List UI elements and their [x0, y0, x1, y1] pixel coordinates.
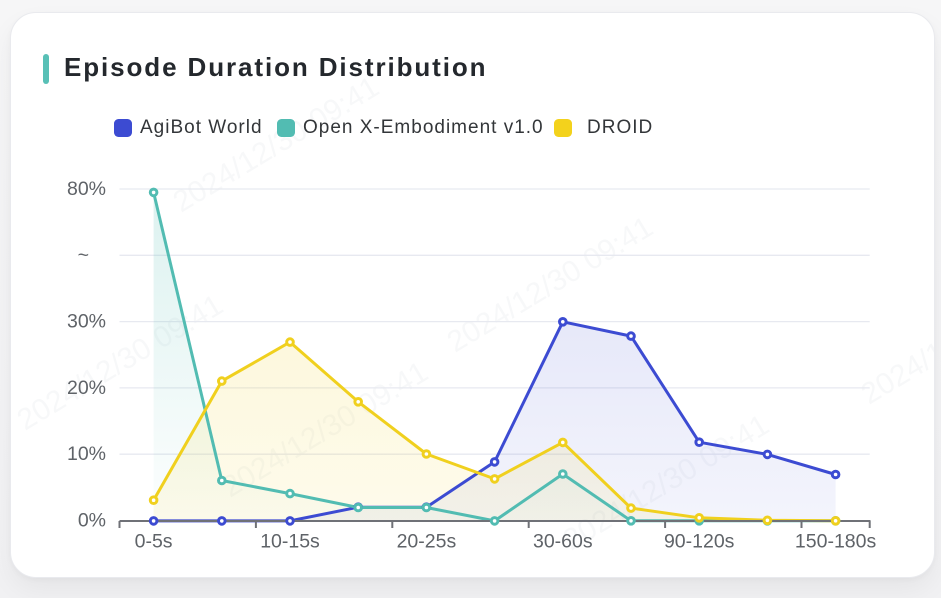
svg-text:~: ~ [78, 244, 89, 266]
svg-text:20-25s: 20-25s [397, 530, 457, 552]
svg-text:10-15s: 10-15s [260, 530, 320, 552]
svg-text:20%: 20% [67, 377, 106, 399]
svg-text:80%: 80% [67, 178, 106, 200]
svg-text:30%: 30% [67, 311, 106, 333]
svg-text:90-120s: 90-120s [664, 530, 735, 552]
svg-text:150-180s: 150-180s [795, 530, 877, 552]
svg-text:0%: 0% [78, 510, 106, 532]
svg-text:10%: 10% [67, 443, 106, 465]
svg-text:0-5s: 0-5s [135, 530, 173, 552]
svg-text:30-60s: 30-60s [533, 530, 593, 552]
